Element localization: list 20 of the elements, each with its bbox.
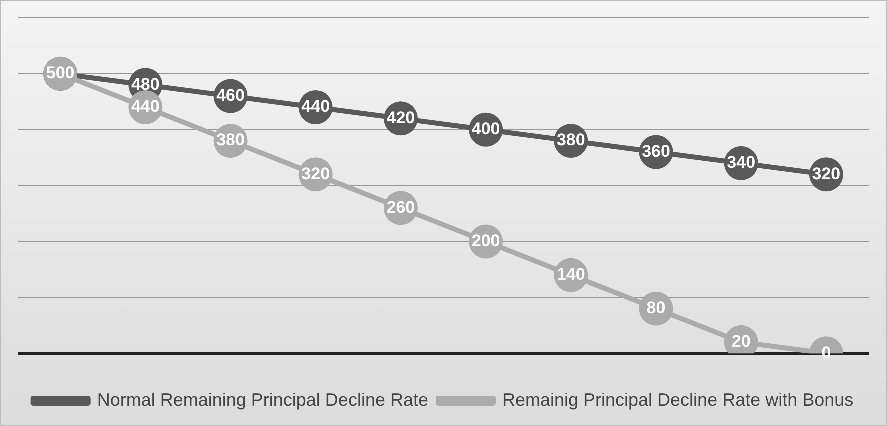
data-label: 80 [646,298,666,318]
legend-label: Remainig Principal Decline Rate with Bonus [502,390,854,410]
data-label: 320 [812,164,841,184]
data-label: 260 [386,198,416,217]
data-label: 440 [302,97,330,116]
data-label: 340 [727,153,756,172]
data-label: 360 [642,142,670,161]
data-label: 320 [302,164,330,184]
legend-label: Normal Remaining Principal Decline Rate [97,390,428,410]
data-label: 500 [46,64,75,83]
data-label: 380 [216,130,245,150]
data-label: 380 [556,130,586,150]
data-label: 440 [131,97,160,116]
data-label: 200 [472,231,500,250]
data-label: 400 [472,120,500,139]
data-label: 20 [732,332,751,352]
data-label: 460 [216,86,245,105]
data-label: 420 [386,108,416,128]
data-label: 480 [131,74,160,94]
data-label: 140 [556,264,586,284]
